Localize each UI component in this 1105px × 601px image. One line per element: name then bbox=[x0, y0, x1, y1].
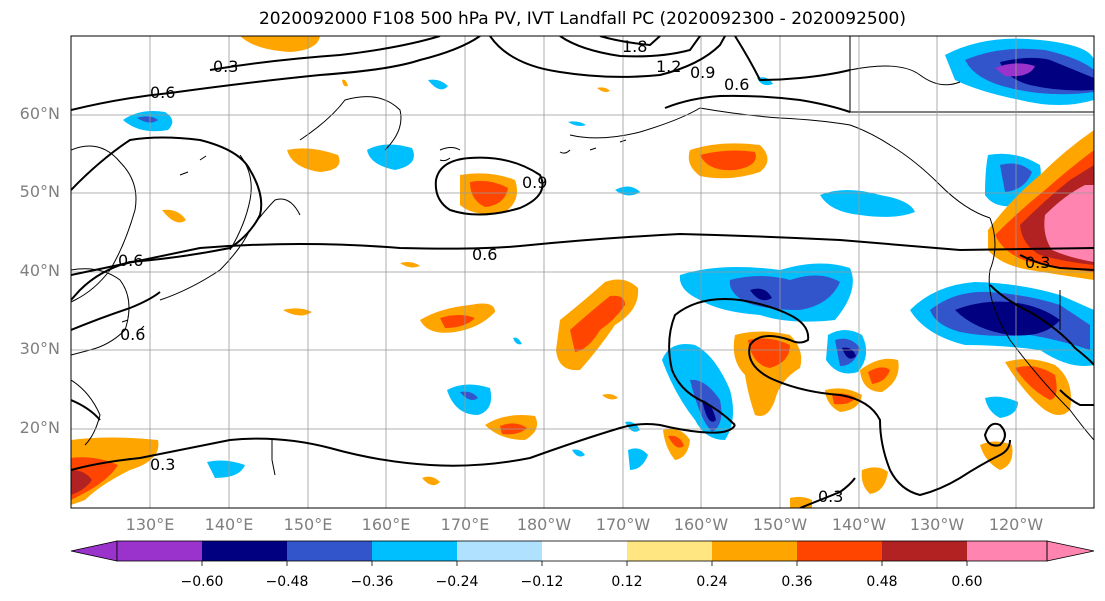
colorbar-tick-label: 0.36 bbox=[781, 574, 813, 590]
coastlines bbox=[71, 36, 1094, 476]
contour-label: 0.6 bbox=[472, 245, 497, 264]
pv-contours bbox=[71, 36, 1094, 508]
contour-label: 0.6 bbox=[120, 325, 145, 344]
map-frame bbox=[70, 35, 1095, 509]
colorbar-tick-label: 0.12 bbox=[611, 574, 643, 590]
lon-label: 130°W bbox=[909, 515, 965, 534]
contour-label: 0.3 bbox=[150, 455, 175, 474]
contour-label: 0.6 bbox=[118, 251, 143, 270]
contour-label: 1.8 bbox=[622, 37, 647, 56]
lat-label: 60°N bbox=[19, 104, 60, 123]
colorbar-tick-label: −0.12 bbox=[520, 574, 564, 590]
contour-label: 0.9 bbox=[522, 173, 547, 192]
lon-label: 170°E bbox=[440, 515, 490, 534]
lat-label: 40°N bbox=[19, 261, 60, 280]
colorbar bbox=[70, 540, 1095, 566]
lon-label: 150°W bbox=[752, 515, 808, 534]
lon-label: 180°W bbox=[516, 515, 572, 534]
colorbar-tick-label: 0.24 bbox=[696, 574, 728, 590]
colorbar-tick-label: 0.60 bbox=[951, 574, 983, 590]
lon-label: 170°W bbox=[595, 515, 651, 534]
lat-label: 50°N bbox=[19, 182, 60, 201]
contour-label: 0.3 bbox=[818, 487, 843, 506]
positive-anomaly-shading bbox=[71, 36, 1094, 508]
colorbar-tick-label: −0.36 bbox=[350, 574, 394, 590]
lon-label: 160°E bbox=[361, 515, 411, 534]
colorbar-tick-label: −0.24 bbox=[435, 574, 479, 590]
contour-label: 0.3 bbox=[213, 57, 238, 76]
contour-label: 0.9 bbox=[690, 63, 715, 82]
contour-labels: 0.3 0.6 0.6 0.6 0.9 1.8 1.2 0.9 0.6 0.3 … bbox=[118, 37, 1050, 506]
contour-label: 0.3 bbox=[1025, 253, 1050, 272]
contour-label: 0.6 bbox=[150, 83, 175, 102]
lon-label: 120°W bbox=[988, 515, 1044, 534]
lat-label: 30°N bbox=[19, 339, 60, 358]
lon-label: 150°E bbox=[283, 515, 333, 534]
map-area: 0.3 0.6 0.6 0.6 0.9 1.8 1.2 0.9 0.6 0.3 … bbox=[71, 36, 1094, 508]
graticule bbox=[71, 36, 1094, 508]
contour-label: 1.2 bbox=[656, 57, 681, 76]
colorbar-tick-label: 0.48 bbox=[866, 574, 898, 590]
colorbar-tick-label: −0.60 bbox=[180, 574, 224, 590]
lat-label: 20°N bbox=[19, 418, 60, 437]
lon-label: 140°E bbox=[204, 515, 254, 534]
lon-label: 140°W bbox=[831, 515, 887, 534]
lon-label: 130°E bbox=[125, 515, 175, 534]
map-title: 2020092000 F108 500 hPa PV, IVT Landfall… bbox=[258, 9, 906, 29]
contour-label: 0.6 bbox=[724, 75, 749, 94]
lon-label: 160°W bbox=[673, 515, 729, 534]
colorbar-tick-label: −0.48 bbox=[265, 574, 309, 590]
